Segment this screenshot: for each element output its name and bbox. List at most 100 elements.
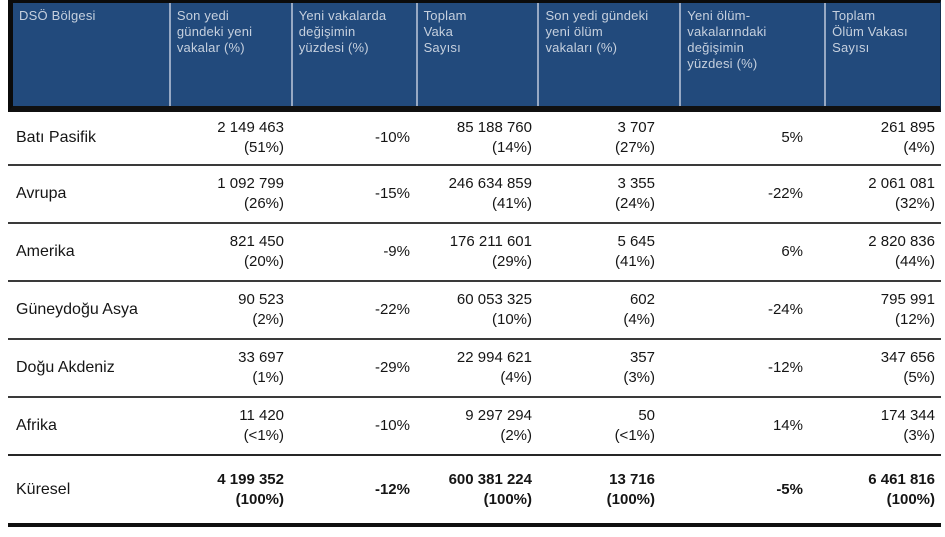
cell-value: Amerika <box>16 243 75 260</box>
table-row-afrika: Afrika 11 420 (<1%) -10% 9 297 294 (2%) 50 (<1%… <box>8 396 941 454</box>
cell-value: 602 <box>629 291 655 308</box>
new-cases-cell: 90 523 (2%) <box>169 282 291 338</box>
cell-value: (41%) <box>491 195 532 212</box>
cell-value: (20%) <box>243 253 284 270</box>
cell-value: 2 820 836 <box>868 233 935 250</box>
table-body: Batı Pasifik 2 149 463 (51%) -10% 85 188 760… <box>8 112 941 527</box>
column-header-case-change: Yeni vakalarda değişimin yüzdesi (%) <box>290 3 416 106</box>
cell-value: 60 053 325 <box>456 291 532 308</box>
cell-value: Doğu Akdeniz <box>16 359 115 376</box>
cell-value: (51%) <box>243 139 284 156</box>
new-deaths-cell: 602 (4%) <box>538 282 680 338</box>
case-change-cell: -9% <box>291 224 416 280</box>
cell-value: 261 895 <box>880 119 935 136</box>
total-deaths-cell: 347 656 (5%) <box>825 340 941 396</box>
cell-value: (5%) <box>903 369 935 386</box>
cell-value: 5% <box>781 129 803 146</box>
region-name-cell: Amerika <box>8 224 169 280</box>
cell-value: 6 461 816 <box>868 470 935 488</box>
table-row-amerika: Amerika 821 450 (20%) -9% 176 211 601 (29%) 5 … <box>8 222 941 280</box>
cell-value: (100%) <box>483 490 532 508</box>
region-name-cell: Avrupa <box>8 166 169 222</box>
column-header-new-cases: Son yedi gündeki yeni vakalar (%) <box>168 3 291 106</box>
cell-value: (2%) <box>252 311 284 328</box>
table-row-dogu-akdeniz: Doğu Akdeniz 33 697 (1%) -29% 22 994 621 (4%)… <box>8 338 941 396</box>
cell-value: 11 420 <box>239 407 284 424</box>
total-cases-cell: 22 994 621 (4%) <box>416 340 538 396</box>
cell-value: 3 355 <box>617 175 655 192</box>
new-cases-cell: 1 092 799 (26%) <box>169 166 291 222</box>
region-name-cell: Afrika <box>8 398 169 454</box>
cell-value: 176 211 601 <box>449 233 532 250</box>
new-deaths-cell: 3 355 (24%) <box>538 166 680 222</box>
cell-value: 85 188 760 <box>456 119 532 136</box>
cell-value: 9 297 294 <box>465 407 532 424</box>
case-change-cell: -29% <box>291 340 416 396</box>
total-cases-cell: 176 211 601 (29%) <box>416 224 538 280</box>
cell-value: (2%) <box>500 427 532 444</box>
case-change-cell: -12% <box>291 456 416 523</box>
cell-value: (100%) <box>606 490 655 508</box>
cell-value: 2 061 081 <box>868 175 935 192</box>
new-cases-cell: 2 149 463 (51%) <box>169 112 291 164</box>
cell-value: 246 634 859 <box>448 175 532 192</box>
table-row-guneydogu-asya: Güneydoğu Asya 90 523 (2%) -22% 60 053 325 (1… <box>8 280 941 338</box>
cell-value: (3%) <box>623 369 655 386</box>
table-row-kuresel: Küresel 4 199 352 (100%) -12% 600 381 224 (10… <box>8 454 941 527</box>
cell-value: (3%) <box>903 427 935 444</box>
cell-value: (100%) <box>886 490 935 508</box>
cell-value: 6% <box>781 243 803 260</box>
new-cases-cell: 33 697 (1%) <box>169 340 291 396</box>
cell-value: Avrupa <box>16 185 67 202</box>
region-name-cell: Güneydoğu Asya <box>8 282 169 338</box>
cell-value: (14%) <box>491 139 532 156</box>
cell-value: (29%) <box>491 253 532 270</box>
cell-value: 90 523 <box>238 291 284 308</box>
cell-value: (12%) <box>894 311 935 328</box>
column-header-total-cases: Toplam Vaka Sayısı <box>415 3 538 106</box>
cell-value: (<1%) <box>243 427 284 444</box>
cell-value: 3 707 <box>617 119 655 136</box>
death-change-cell: -24% <box>680 282 825 338</box>
cell-value: (26%) <box>243 195 284 212</box>
cell-value: Afrika <box>16 417 57 434</box>
cell-value: -29% <box>374 359 410 376</box>
region-name-cell: Küresel <box>8 456 169 523</box>
total-deaths-cell: 6 461 816 (100%) <box>825 456 941 523</box>
total-cases-cell: 60 053 325 (10%) <box>416 282 538 338</box>
cell-value: -15% <box>374 185 410 202</box>
cell-value: 22 994 621 <box>456 349 532 366</box>
cell-value: (100%) <box>235 490 284 508</box>
cell-value: Küresel <box>16 480 71 498</box>
total-cases-cell: 85 188 760 (14%) <box>416 112 538 164</box>
table-row-bati-pasifik: Batı Pasifik 2 149 463 (51%) -10% 85 188 760… <box>8 112 941 164</box>
death-change-cell: -22% <box>680 166 825 222</box>
death-change-cell: 14% <box>680 398 825 454</box>
cell-value: 13 716 <box>609 470 655 488</box>
case-change-cell: -22% <box>291 282 416 338</box>
cell-value: 347 656 <box>880 349 935 366</box>
column-header-region: DSÖ Bölgesi <box>19 8 96 23</box>
cell-value: 795 991 <box>880 291 935 308</box>
cell-value: 4 199 352 <box>217 470 284 488</box>
death-change-cell: 6% <box>680 224 825 280</box>
cell-value: (24%) <box>614 195 655 212</box>
new-deaths-cell: 5 645 (41%) <box>538 224 680 280</box>
cell-value: (4%) <box>903 139 935 156</box>
cell-value: (32%) <box>894 195 935 212</box>
cell-value: -24% <box>767 301 803 318</box>
cell-value: -12% <box>767 359 803 376</box>
cell-value: -5% <box>776 480 803 498</box>
column-header-total-deaths: Toplam Ölüm Vakası Sayısı <box>824 3 940 106</box>
cell-value: (4%) <box>500 369 532 386</box>
case-change-cell: -10% <box>291 398 416 454</box>
table-row-avrupa: Avrupa 1 092 799 (26%) -15% 246 634 859 (41%)… <box>8 164 941 222</box>
cell-value: -9% <box>383 243 410 260</box>
total-deaths-cell: 2 061 081 (32%) <box>825 166 941 222</box>
cell-value: (27%) <box>614 139 655 156</box>
cell-value: Güneydoğu Asya <box>16 301 138 318</box>
new-deaths-cell: 50 (<1%) <box>538 398 680 454</box>
death-change-cell: -12% <box>680 340 825 396</box>
cell-value: 33 697 <box>238 349 284 366</box>
case-change-cell: -10% <box>291 112 416 164</box>
